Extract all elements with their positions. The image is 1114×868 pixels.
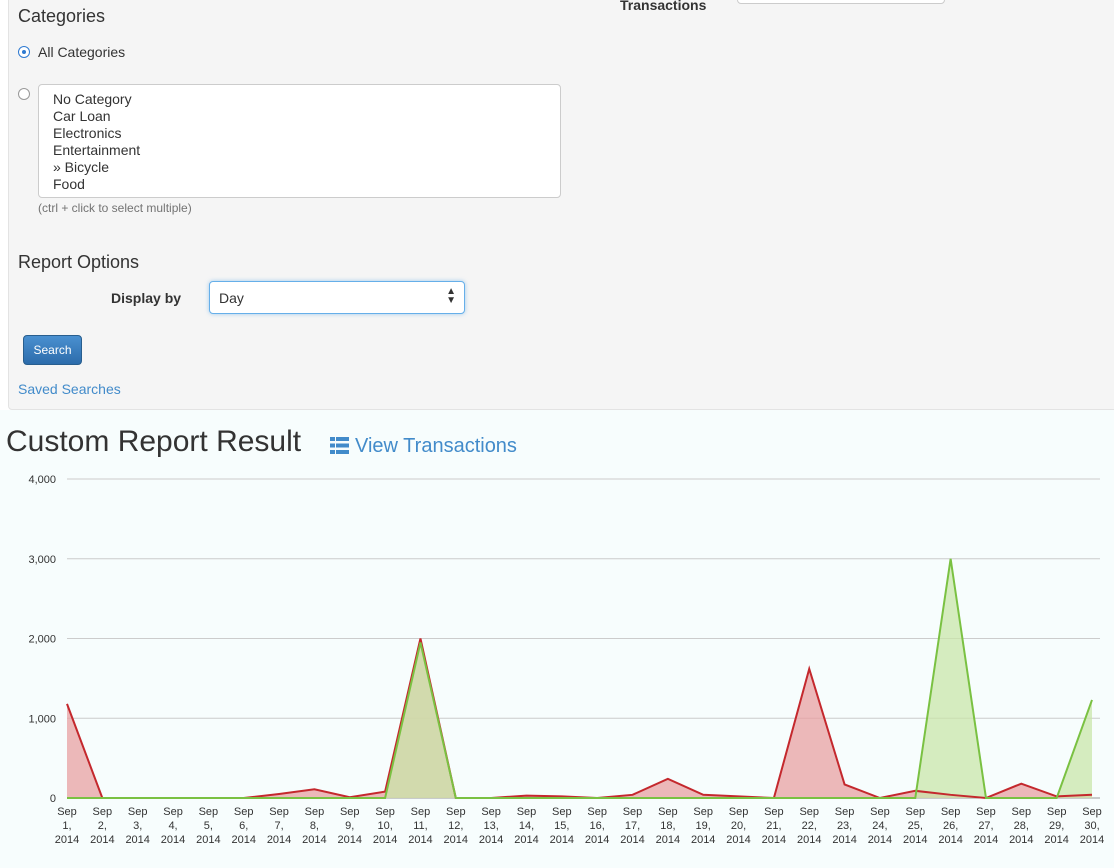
category-option[interactable]: Car Loan xyxy=(53,108,111,124)
x-tick-label: Sep 19, 2014 xyxy=(691,806,715,846)
display-by-select[interactable]: Day ▲ ▼ xyxy=(209,281,465,314)
y-tick-label: 1,000 xyxy=(28,713,56,725)
x-tick-label: Sep 24, 2014 xyxy=(868,806,892,846)
x-tick-label: Sep 2, 2014 xyxy=(90,806,114,846)
search-button[interactable]: Search xyxy=(23,335,82,365)
series-area xyxy=(67,558,1092,798)
x-tick-label: Sep 20, 2014 xyxy=(726,806,750,846)
x-tick-label: Sep 14, 2014 xyxy=(514,806,538,846)
x-tick-label: Sep 28, 2014 xyxy=(1009,806,1033,846)
all-categories-radio[interactable] xyxy=(18,46,30,58)
x-tick-label: Sep 4, 2014 xyxy=(161,806,185,846)
transactions-input[interactable] xyxy=(737,0,945,4)
categories-title: Categories xyxy=(18,6,106,26)
search-filter-panel xyxy=(8,0,1114,410)
category-option[interactable]: Electronics xyxy=(53,125,122,141)
x-tick-label: Sep 15, 2014 xyxy=(550,806,574,846)
display-by-value: Day xyxy=(219,290,244,306)
x-tick-label: Sep 27, 2014 xyxy=(974,806,998,846)
y-tick-label: 2,000 xyxy=(28,634,56,646)
view-transactions-link[interactable]: View Transactions xyxy=(355,435,517,457)
x-tick-label: Sep 12, 2014 xyxy=(444,806,468,846)
category-option[interactable]: No Category xyxy=(53,91,132,107)
y-tick-label: 4,000 xyxy=(28,474,56,486)
x-tick-label: Sep 7, 2014 xyxy=(267,806,291,846)
category-option[interactable]: » Bicycle xyxy=(53,159,110,175)
select-arrows-icon: ▲ ▼ xyxy=(446,286,456,306)
x-tick-label: Sep 5, 2014 xyxy=(196,806,220,846)
transactions-label: Transactions xyxy=(620,0,707,13)
x-tick-label: Sep 11, 2014 xyxy=(408,806,432,846)
x-tick-label: Sep 21, 2014 xyxy=(762,806,786,846)
x-tick-label: Sep 6, 2014 xyxy=(231,806,255,846)
x-tick-label: Sep 23, 2014 xyxy=(832,806,856,846)
x-tick-label: Sep 13, 2014 xyxy=(479,806,503,846)
report-options-title: Report Options xyxy=(18,252,140,272)
select-categories-radio[interactable] xyxy=(18,88,30,100)
result-title: Custom Report Result xyxy=(6,425,302,458)
x-tick-label: Sep 1, 2014 xyxy=(55,806,79,846)
x-tick-label: Sep 22, 2014 xyxy=(797,806,821,846)
x-tick-label: Sep 10, 2014 xyxy=(373,806,397,846)
x-tick-label: Sep 8, 2014 xyxy=(302,806,326,846)
y-tick-label: 3,000 xyxy=(28,554,56,566)
x-tick-label: Sep 29, 2014 xyxy=(1044,806,1068,846)
x-tick-label: Sep 26, 2014 xyxy=(938,806,962,846)
display-by-label: Display by xyxy=(111,290,182,306)
series-line xyxy=(67,558,1093,799)
y-tick-label: 0 xyxy=(50,793,56,805)
multi-select-hint: (ctrl + click to select multiple) xyxy=(38,201,192,215)
x-tick-label: Sep 16, 2014 xyxy=(585,806,609,846)
x-tick-label: Sep 9, 2014 xyxy=(338,806,362,846)
category-option[interactable]: Food xyxy=(53,176,85,192)
x-tick-label: Sep 17, 2014 xyxy=(620,806,644,846)
categories-listbox[interactable]: No Category Car Loan Electronics Enterta… xyxy=(38,84,561,198)
list-icon[interactable] xyxy=(330,437,349,454)
category-option[interactable]: Entertainment xyxy=(53,142,141,158)
all-categories-label: All Categories xyxy=(38,44,126,60)
x-tick-label: Sep 25, 2014 xyxy=(903,806,927,846)
x-tick-label: Sep 30, 2014 xyxy=(1080,806,1104,846)
x-tick-label: Sep 18, 2014 xyxy=(656,806,680,846)
x-tick-label: Sep 3, 2014 xyxy=(125,806,149,846)
saved-searches-link[interactable]: Saved Searches xyxy=(18,381,121,397)
